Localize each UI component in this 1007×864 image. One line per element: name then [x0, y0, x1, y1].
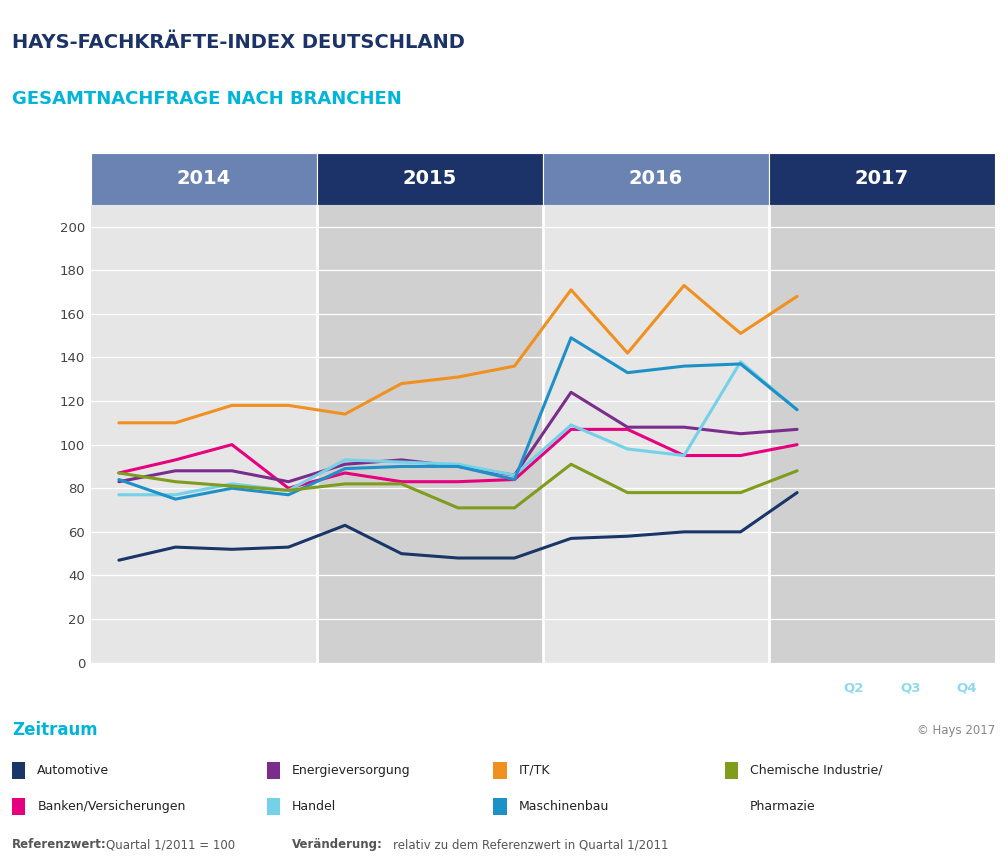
- Text: Pharmazie: Pharmazie: [750, 800, 816, 813]
- Bar: [769, 153, 995, 205]
- Text: Q2: Q2: [165, 681, 185, 695]
- Text: Q4: Q4: [730, 681, 751, 695]
- Text: Quartal 1/2011 = 100: Quartal 1/2011 = 100: [106, 838, 235, 852]
- Text: Zeitraum: Zeitraum: [12, 721, 98, 739]
- Bar: [91, 153, 316, 205]
- Text: Q3: Q3: [222, 681, 242, 695]
- Bar: [316, 153, 543, 205]
- Text: © Hays 2017: © Hays 2017: [916, 723, 995, 737]
- Text: IT/TK: IT/TK: [519, 764, 550, 777]
- Text: Nachfrage nach Branchen: Nachfrage nach Branchen: [40, 337, 53, 530]
- Bar: [543, 153, 769, 205]
- Bar: [493, 762, 507, 778]
- Text: Q1: Q1: [334, 681, 355, 695]
- Text: Q3: Q3: [900, 681, 920, 695]
- Text: Q3: Q3: [448, 681, 468, 695]
- Text: Q2: Q2: [392, 681, 412, 695]
- Text: Q1: Q1: [109, 681, 129, 695]
- Text: Q1: Q1: [561, 681, 581, 695]
- Text: Q4: Q4: [278, 681, 299, 695]
- Text: Q1: Q1: [786, 681, 808, 695]
- Bar: [12, 798, 25, 815]
- Bar: [543, 205, 769, 663]
- Text: GESAMTNACHFRAGE NACH BRANCHEN: GESAMTNACHFRAGE NACH BRANCHEN: [12, 91, 402, 108]
- Bar: [91, 205, 316, 663]
- Text: Q4: Q4: [957, 681, 977, 695]
- Text: Q4: Q4: [505, 681, 525, 695]
- Text: Q2: Q2: [617, 681, 637, 695]
- Text: HAYS-FACHKRÄFTE-INDEX DEUTSCHLAND: HAYS-FACHKRÄFTE-INDEX DEUTSCHLAND: [12, 34, 465, 53]
- Text: Automotive: Automotive: [37, 764, 110, 777]
- Text: Chemische Industrie/: Chemische Industrie/: [750, 764, 883, 777]
- Text: 2017: 2017: [855, 169, 909, 188]
- Text: Banken/Versicherungen: Banken/Versicherungen: [37, 800, 185, 813]
- Text: Handel: Handel: [292, 800, 336, 813]
- Text: Q3: Q3: [674, 681, 694, 695]
- Bar: [12, 762, 25, 778]
- Bar: [267, 762, 280, 778]
- Text: Referenzwert:: Referenzwert:: [12, 838, 107, 852]
- Bar: [493, 798, 507, 815]
- Bar: [769, 205, 995, 663]
- Bar: [316, 205, 543, 663]
- Text: Maschinenbau: Maschinenbau: [519, 800, 609, 813]
- Text: 2014: 2014: [176, 169, 231, 188]
- Text: Energieversorgung: Energieversorgung: [292, 764, 411, 777]
- Text: 2015: 2015: [403, 169, 457, 188]
- Text: relativ zu dem Referenzwert in Quartal 1/2011: relativ zu dem Referenzwert in Quartal 1…: [393, 838, 669, 852]
- Text: Q2: Q2: [844, 681, 864, 695]
- Text: 2016: 2016: [628, 169, 683, 188]
- Text: Veränderung:: Veränderung:: [292, 838, 383, 852]
- Bar: [725, 762, 738, 778]
- Bar: [267, 798, 280, 815]
